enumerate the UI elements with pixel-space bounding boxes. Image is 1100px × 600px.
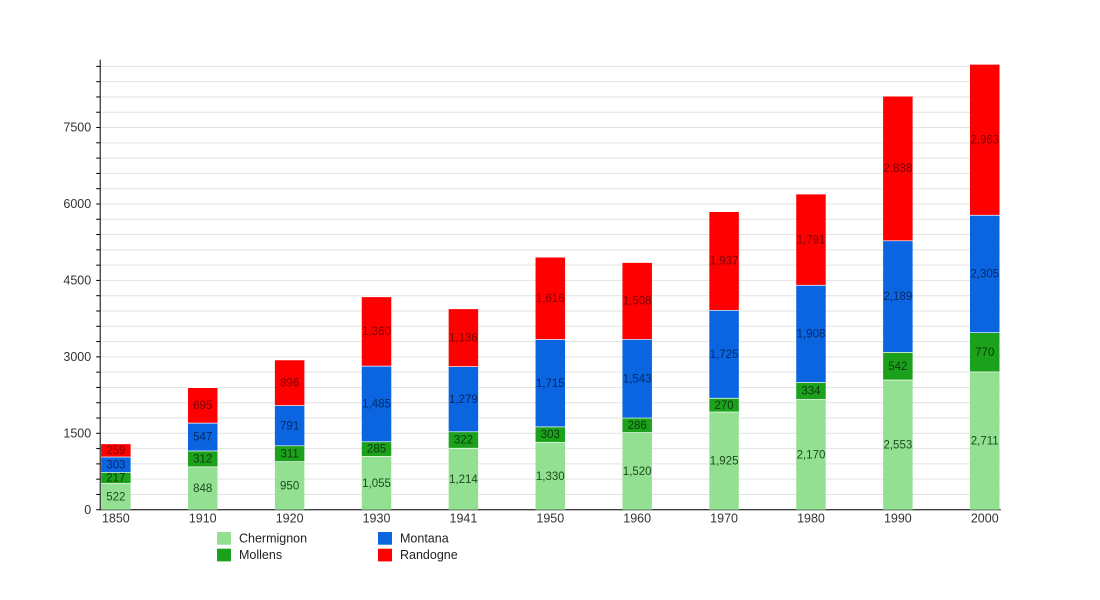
svg-text:896: 896 (280, 377, 299, 389)
svg-text:303: 303 (106, 459, 125, 471)
svg-text:770: 770 (975, 347, 994, 359)
svg-text:217: 217 (106, 473, 125, 485)
svg-text:270: 270 (714, 400, 733, 412)
svg-text:4500: 4500 (63, 273, 91, 287)
svg-text:1960: 1960 (623, 512, 651, 526)
svg-text:695: 695 (193, 400, 212, 412)
svg-text:1,543: 1,543 (623, 373, 652, 385)
svg-text:1,214: 1,214 (449, 474, 478, 486)
svg-text:Mollens: Mollens (239, 548, 282, 562)
svg-text:285: 285 (367, 444, 386, 456)
svg-text:522: 522 (106, 491, 125, 503)
svg-text:2000: 2000 (971, 512, 999, 526)
svg-text:1,485: 1,485 (362, 399, 391, 411)
svg-text:Randogne: Randogne (400, 548, 458, 562)
svg-text:322: 322 (454, 435, 473, 447)
svg-text:1,715: 1,715 (536, 378, 565, 390)
svg-text:2,170: 2,170 (797, 449, 826, 461)
svg-text:1,279: 1,279 (449, 394, 478, 406)
svg-text:1,908: 1,908 (797, 329, 826, 341)
svg-text:1941: 1941 (450, 512, 478, 526)
svg-text:0: 0 (84, 503, 91, 517)
svg-text:7500: 7500 (63, 121, 91, 135)
svg-text:1,330: 1,330 (536, 471, 565, 483)
svg-text:2,189: 2,189 (883, 291, 912, 303)
svg-text:1990: 1990 (884, 512, 912, 526)
svg-text:2,305: 2,305 (970, 269, 999, 281)
svg-text:2,838: 2,838 (883, 163, 912, 175)
svg-text:542: 542 (888, 361, 907, 373)
svg-text:2,711: 2,711 (971, 436, 999, 448)
svg-text:1,937: 1,937 (710, 256, 739, 268)
svg-text:1,725: 1,725 (710, 349, 739, 361)
svg-text:2,963: 2,963 (970, 134, 999, 146)
svg-text:312: 312 (193, 454, 212, 466)
svg-text:1,360: 1,360 (362, 326, 391, 338)
svg-text:Chermignon: Chermignon (239, 532, 307, 546)
svg-text:3000: 3000 (63, 350, 91, 364)
svg-text:1,791: 1,791 (797, 234, 826, 246)
svg-text:259: 259 (106, 445, 125, 457)
svg-text:1970: 1970 (710, 512, 738, 526)
svg-text:1920: 1920 (276, 512, 304, 526)
svg-text:1980: 1980 (797, 512, 825, 526)
svg-text:1,616: 1,616 (536, 293, 565, 305)
svg-text:1,136: 1,136 (449, 332, 478, 344)
svg-text:1,925: 1,925 (710, 456, 739, 468)
svg-text:1910: 1910 (189, 512, 217, 526)
svg-text:1,520: 1,520 (623, 466, 652, 478)
svg-text:Montana: Montana (400, 532, 449, 546)
svg-text:1950: 1950 (536, 512, 564, 526)
svg-text:303: 303 (541, 429, 560, 441)
svg-text:950: 950 (280, 481, 299, 493)
svg-text:1850: 1850 (102, 512, 130, 526)
svg-text:1930: 1930 (363, 512, 391, 526)
svg-text:311: 311 (280, 448, 298, 460)
svg-text:286: 286 (628, 420, 647, 432)
svg-text:547: 547 (193, 432, 212, 444)
svg-text:334: 334 (801, 386, 821, 398)
svg-text:791: 791 (280, 420, 299, 432)
svg-text:2,553: 2,553 (883, 440, 912, 452)
svg-text:6000: 6000 (63, 197, 91, 211)
svg-text:1,508: 1,508 (623, 296, 652, 308)
svg-text:848: 848 (193, 483, 212, 495)
svg-text:1,055: 1,055 (362, 478, 391, 490)
svg-text:1500: 1500 (63, 426, 91, 440)
